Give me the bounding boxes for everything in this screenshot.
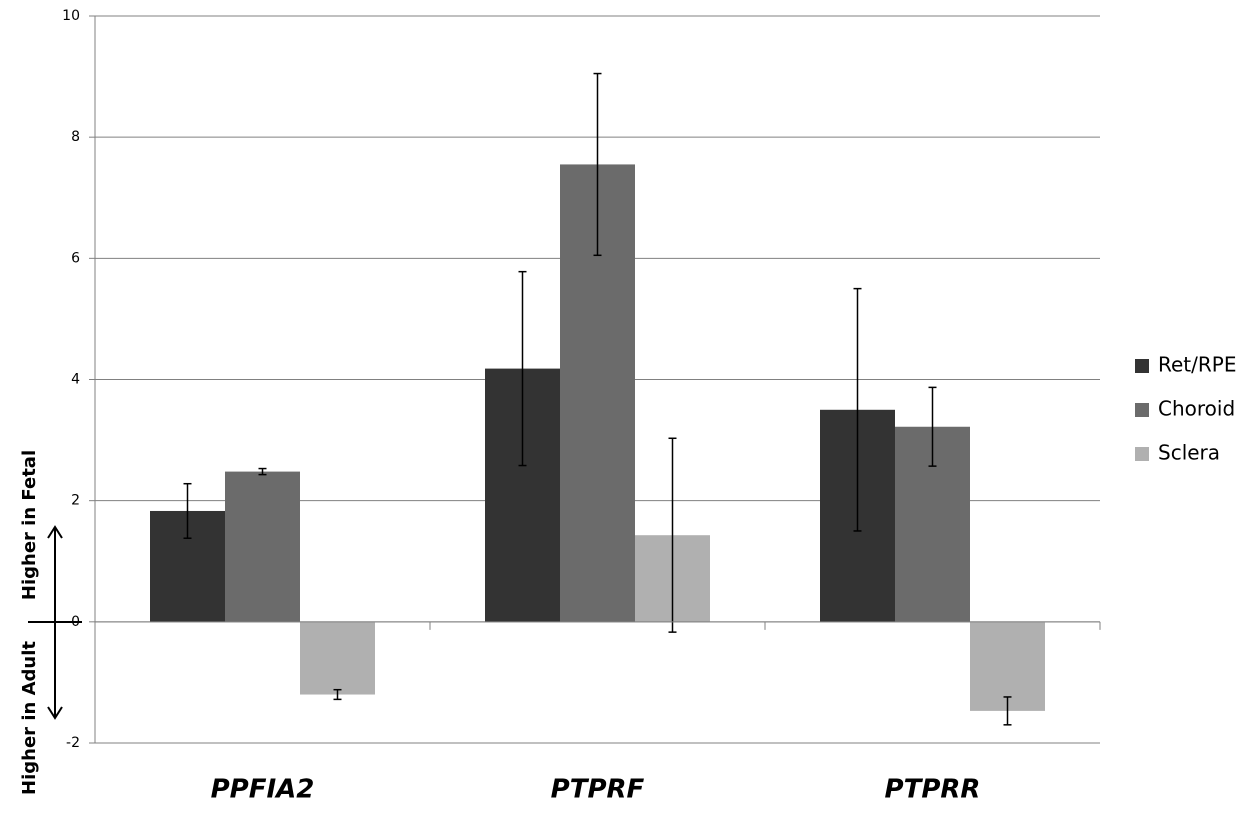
y-tick-label: 6 bbox=[71, 250, 80, 266]
error-bar bbox=[258, 467, 267, 476]
y-tick-label: 8 bbox=[71, 129, 80, 145]
x-tick-label: PPFIA2 bbox=[211, 775, 315, 805]
annotation: Higher in Fetal bbox=[19, 450, 40, 600]
error-bar bbox=[1003, 696, 1012, 726]
y-tick-label: 2 bbox=[71, 493, 80, 509]
y-tick-label: 4 bbox=[71, 372, 80, 388]
y-tick-label: 0 bbox=[71, 614, 80, 630]
error-bar bbox=[928, 386, 937, 467]
legend-swatch bbox=[1135, 403, 1149, 417]
x-tick-label: PTPRF bbox=[551, 775, 645, 805]
error-bar bbox=[333, 688, 342, 701]
legend-swatch bbox=[1135, 447, 1149, 461]
bar bbox=[300, 621, 375, 695]
x-tick-label: PTPRR bbox=[885, 775, 981, 805]
error-bar bbox=[853, 287, 862, 532]
error-bar bbox=[593, 72, 602, 257]
legend-swatch bbox=[1135, 359, 1149, 373]
legend-label: Sclera bbox=[1158, 441, 1220, 465]
y-tick-label: -2 bbox=[66, 735, 80, 751]
annotation: Higher in Adult bbox=[19, 641, 40, 795]
legend-label: Ret/RPE bbox=[1158, 353, 1236, 377]
error-bar bbox=[183, 482, 192, 539]
error-bar bbox=[668, 437, 677, 633]
bar bbox=[225, 471, 300, 622]
y-tick-label: 10 bbox=[62, 8, 80, 24]
error-bar bbox=[518, 270, 527, 467]
arrow-head bbox=[47, 706, 63, 720]
bar bbox=[970, 621, 1045, 711]
legend-label: Choroid bbox=[1158, 397, 1235, 421]
arrow-head bbox=[47, 525, 63, 539]
